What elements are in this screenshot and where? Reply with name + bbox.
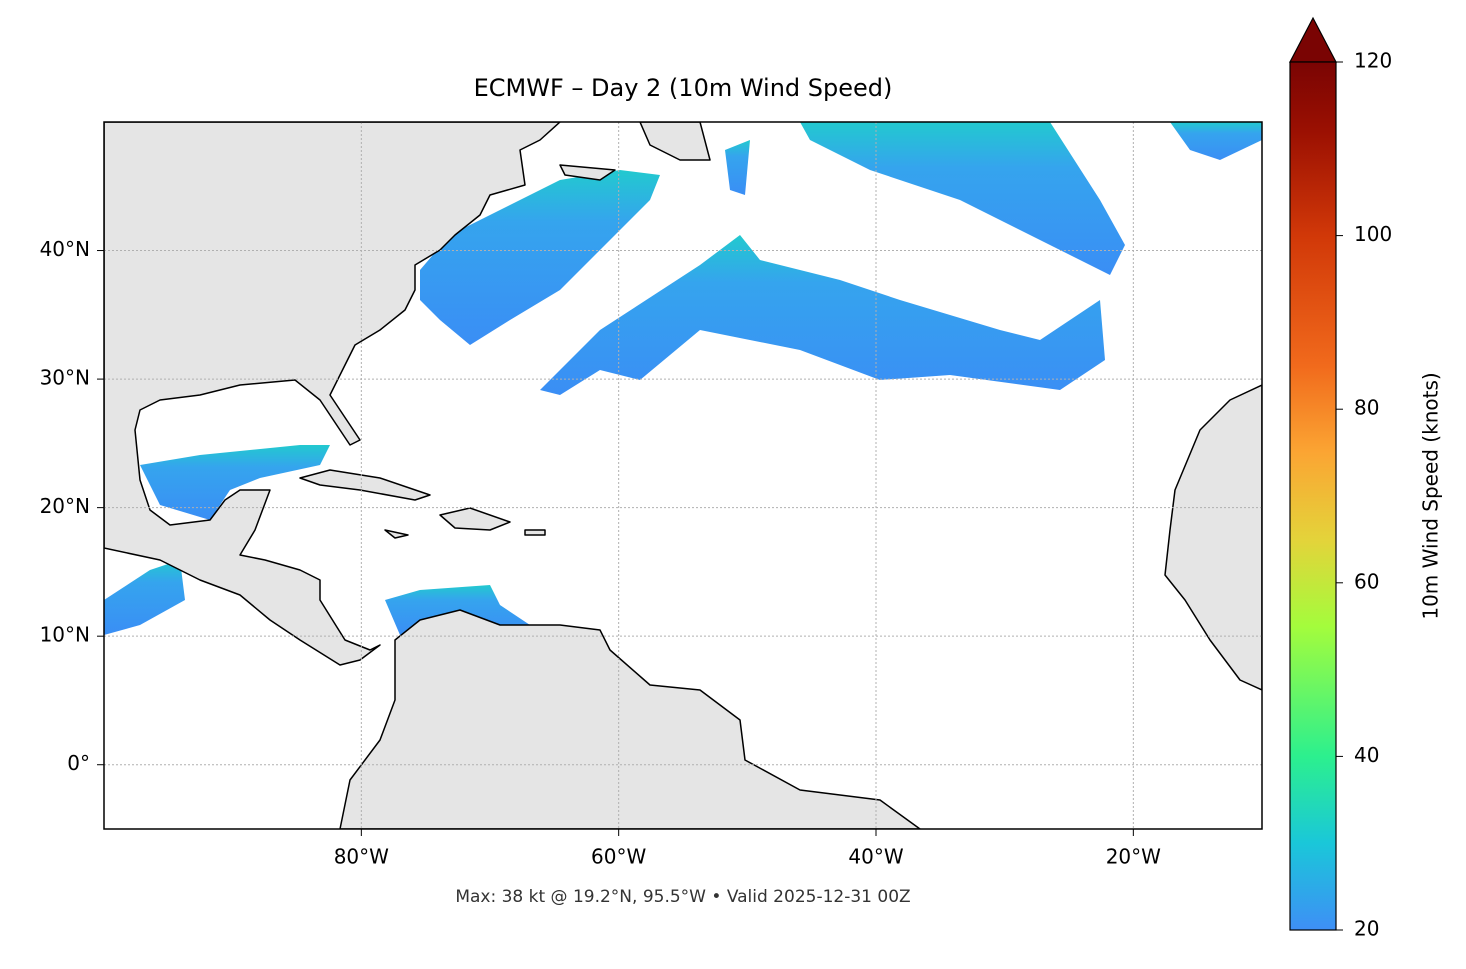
- map-frame: [103, 121, 1263, 830]
- graticule: [104, 122, 1262, 829]
- y-tick-label: 40°N: [40, 237, 90, 261]
- y-tick-label: 30°N: [40, 366, 90, 390]
- y-tick-label: 20°N: [40, 494, 90, 518]
- y-tick-label: 0°: [67, 751, 90, 775]
- colorbar: 10m Wind Speed (knots): [1289, 16, 1443, 931]
- colorbar-tick-label: 100: [1354, 222, 1392, 246]
- x-tick-label: 40°W: [848, 845, 903, 869]
- colorbar-tick-label: 120: [1354, 49, 1392, 73]
- colorbar-extend: [1289, 16, 1337, 63]
- map-title: ECMWF – Day 2 (10m Wind Speed): [474, 74, 893, 102]
- colorbar-bar: [1289, 61, 1337, 931]
- colorbar-tick-label: 40: [1354, 743, 1379, 767]
- caption: Max: 38 kt @ 19.2°N, 95.5°W • Valid 2025…: [455, 887, 910, 907]
- map-area: [104, 122, 1262, 829]
- colorbar-tick-label: 20: [1354, 917, 1379, 941]
- y-tick-label: 10°N: [40, 623, 90, 647]
- x-tick-label: 60°W: [591, 845, 646, 869]
- x-tick-label: 20°W: [1106, 845, 1161, 869]
- colorbar-tick-label: 80: [1354, 396, 1379, 420]
- land: [104, 122, 1262, 829]
- x-tick-label: 80°W: [334, 845, 389, 869]
- colorbar-label: 10m Wind Speed (knots): [1419, 372, 1443, 619]
- colorbar-tick-label: 60: [1354, 569, 1379, 593]
